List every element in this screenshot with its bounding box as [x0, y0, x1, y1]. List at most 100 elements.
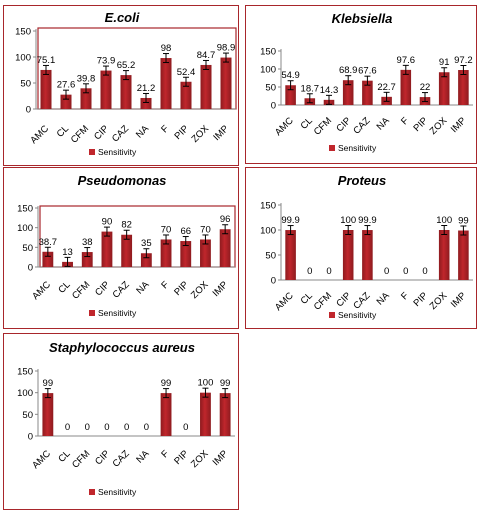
legend-label: Sensitivity	[98, 308, 137, 318]
data-label: 0	[124, 422, 129, 433]
y-tick-label: 50	[22, 410, 33, 421]
x-tick-label: NA	[134, 279, 152, 297]
x-tick-label: NA	[134, 448, 152, 466]
x-tick-label: AMC	[30, 448, 53, 471]
y-tick-label: 100	[260, 226, 276, 237]
legend-label: Sensitivity	[98, 487, 137, 497]
data-label: 0	[144, 422, 149, 433]
chart-svg-pseudomonas: Pseudomonas05010015038.7AMC13CL38CFM90CI…	[17, 173, 236, 318]
x-tick-label: CFM	[70, 448, 92, 470]
legend-swatch	[329, 145, 335, 151]
bar	[160, 239, 172, 267]
chart-panel-pseudomonas: Pseudomonas 0 50 100 150 38.7 AMC 13 CL 38 CFM 90 CI…	[3, 167, 239, 329]
data-label: 0	[85, 422, 90, 433]
bar	[200, 64, 212, 109]
data-label: 90	[102, 217, 113, 228]
x-tick-label: NA	[375, 115, 393, 133]
data-label: 0	[307, 266, 312, 277]
data-label: 97.6	[397, 55, 416, 66]
bar	[180, 241, 192, 267]
data-label: 82	[121, 220, 132, 231]
chart-svg-ecoli: E.coli05010015075.1AMC27.6CL39.8CFM73.9C…	[15, 10, 237, 157]
data-label: 91	[439, 57, 450, 68]
data-label: 99	[220, 378, 231, 389]
legend-label: Sensitivity	[338, 143, 377, 153]
bar	[121, 234, 133, 267]
bar	[342, 230, 354, 280]
x-tick-label: PIP	[172, 279, 191, 298]
bar	[140, 97, 152, 109]
x-tick-label: IMP	[211, 279, 231, 299]
legend-label: Sensitivity	[98, 147, 137, 157]
data-label: 35	[141, 238, 152, 249]
bar	[40, 69, 52, 109]
x-tick-label: F	[159, 123, 171, 135]
data-label: 18.7	[301, 83, 320, 94]
chart-title: Staphylococcus aureus	[49, 340, 195, 355]
y-tick-label: 0	[28, 263, 33, 274]
data-label: 66	[180, 226, 191, 237]
x-tick-label: CIP	[92, 123, 111, 142]
data-label: 13	[62, 247, 73, 258]
x-tick-label: AMC	[30, 279, 53, 302]
bar	[220, 57, 232, 109]
x-tick-label: CFM	[70, 279, 92, 301]
x-tick-label: PIP	[412, 115, 431, 134]
x-tick-label: F	[159, 279, 171, 291]
y-tick-label: 50	[265, 251, 276, 262]
data-label: 0	[65, 422, 70, 433]
bar	[400, 69, 412, 105]
data-label: 38	[82, 237, 93, 248]
x-tick-label: ZOX	[428, 290, 450, 312]
bar	[362, 80, 373, 105]
data-label: 0	[326, 266, 331, 277]
x-tick-label: CIP	[93, 279, 112, 298]
y-tick-label: 150	[17, 204, 33, 215]
data-label: 70	[161, 224, 172, 235]
y-tick-label: 150	[15, 27, 31, 38]
chart-panel-klebsiella: Klebsiella 0 50 100 150 54.9 AMC 18.7 CL 14.3 CFM 6…	[245, 5, 477, 164]
chart-svg-proteus: Proteus05010015099.9AMC0CL0CFM100CIP99.9…	[260, 173, 473, 320]
x-tick-label: CIP	[334, 290, 353, 309]
x-tick-label: F	[399, 115, 411, 127]
x-tick-label: CAZ	[111, 279, 132, 300]
chart-title: E.coli	[105, 10, 140, 25]
x-tick-label: CFM	[312, 115, 334, 137]
data-label: 98.9	[217, 43, 236, 54]
x-tick-label: IMP	[211, 448, 231, 468]
data-label: 96	[220, 214, 231, 225]
data-label: 0	[422, 266, 427, 277]
x-tick-label: CAZ	[111, 448, 132, 469]
x-tick-label: IMP	[211, 123, 231, 143]
data-label: 67.6	[358, 66, 377, 77]
bar	[200, 392, 211, 436]
x-tick-label: ZOX	[190, 123, 212, 145]
legend-swatch	[329, 312, 335, 318]
bar	[285, 85, 296, 105]
bar	[342, 80, 354, 105]
bar	[285, 230, 296, 280]
x-tick-label: IMP	[449, 115, 469, 135]
y-tick-label: 100	[17, 388, 33, 399]
y-tick-label: 0	[26, 105, 31, 116]
y-tick-label: 0	[271, 101, 276, 112]
x-tick-label: IMP	[449, 290, 469, 310]
x-tick-label: CFM	[69, 123, 91, 145]
y-tick-label: 150	[260, 201, 276, 212]
data-label: 0	[384, 266, 389, 277]
y-tick-label: 150	[260, 47, 276, 58]
chart-panel-staphylococcus: Staphylococcus aureus 0 50 100 150 99 AMC 0 CL 0 C…	[3, 333, 239, 510]
x-tick-label: CAZ	[351, 290, 372, 311]
x-tick-label: AMC	[273, 290, 296, 313]
data-label: 0	[104, 422, 109, 433]
x-tick-label: CAZ	[110, 123, 131, 144]
x-tick-label: NA	[134, 123, 152, 141]
x-tick-label: F	[399, 290, 411, 302]
data-label: 70	[200, 224, 211, 235]
bar	[101, 231, 113, 267]
data-label: 100	[436, 215, 452, 226]
y-tick-label: 0	[271, 276, 276, 287]
data-label: 27.6	[57, 80, 76, 91]
bar	[42, 251, 54, 267]
chart-svg-klebsiella: Klebsiella05010015054.9AMC18.7CL14.3CFM6…	[260, 11, 473, 153]
